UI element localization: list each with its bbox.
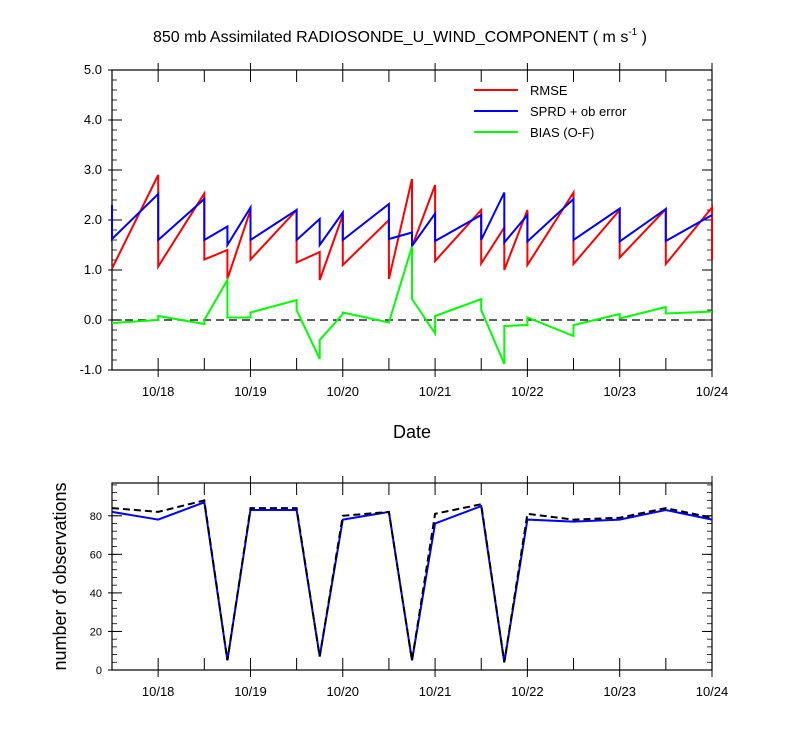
x-tick-label: 10/20 [326,684,359,699]
y-tick-label: -1.0 [80,362,102,377]
legend-label: BIAS (O-F) [530,125,594,140]
bottom-chart: 0 20 40 60 80 10/18 10/19 10/20 10/21 10/22 10/23 1… [50,476,728,699]
x-tick-label: 10/24 [696,384,729,399]
y-tick-label: 0 [96,665,102,677]
y-tick-label: 4.0 [84,112,102,127]
x-tick-label: 10/20 [326,384,359,399]
top-chart: -1.0 0.0 1.0 2.0 3.0 4.0 5.0 10/18 10/19 10/20 10/… [80,62,729,442]
y-tick-label: 40 [90,588,102,600]
y-tick-label: 5.0 [84,62,102,77]
series-line-rmse [111,174,713,281]
y-tick-label: 3.0 [84,162,102,177]
x-tick-label: 10/18 [142,684,175,699]
chart-title: 850 mb Assimilated RADIOSONDE_U_WIND_COM… [153,27,647,46]
x-axis-label: Date [393,422,431,442]
x-tick-label: 10/19 [234,384,267,399]
series-line-bias-o-f [111,246,713,365]
legend-label: SPRD + ob error [530,104,627,119]
series-line-observations-possible [111,499,713,663]
y-tick-label: 60 [90,549,102,561]
y-axis-label: number of observations [50,482,70,670]
y-tick-label: 1.0 [84,262,102,277]
legend-label: RMSE [530,83,568,98]
x-tick-label: 10/21 [419,684,452,699]
y-tick-label: 0.0 [84,312,102,327]
x-tick-label: 10/23 [603,384,636,399]
series-line-observations-used [111,500,713,663]
x-tick-label: 10/19 [234,684,267,699]
x-tick-label: 10/22 [511,384,544,399]
x-tick-label: 10/22 [511,684,544,699]
plot-frame [111,482,713,671]
x-tick-label: 10/24 [696,684,729,699]
x-tick-label: 10/23 [603,684,636,699]
y-tick-label: 2.0 [84,212,102,227]
series-line-sprd-ob-error [111,191,713,250]
x-tick-label: 10/21 [419,384,452,399]
x-tick-label: 10/18 [142,384,175,399]
y-tick-label: 20 [90,626,102,638]
y-tick-label: 80 [90,511,102,523]
